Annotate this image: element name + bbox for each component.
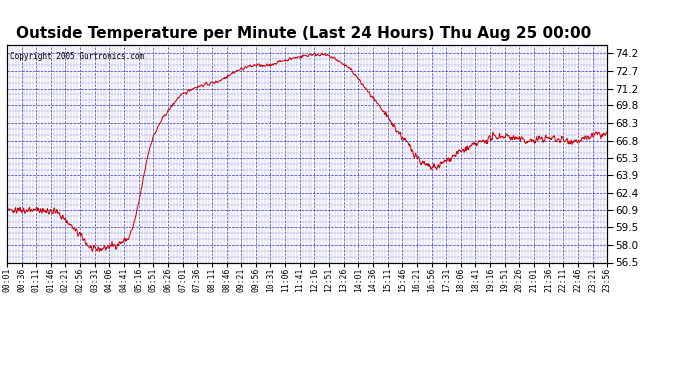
Text: Outside Temperature per Minute (Last 24 Hours) Thu Aug 25 00:00: Outside Temperature per Minute (Last 24 … — [16, 26, 591, 41]
Text: Copyright 2005 Gurtronics.com: Copyright 2005 Gurtronics.com — [10, 51, 144, 60]
